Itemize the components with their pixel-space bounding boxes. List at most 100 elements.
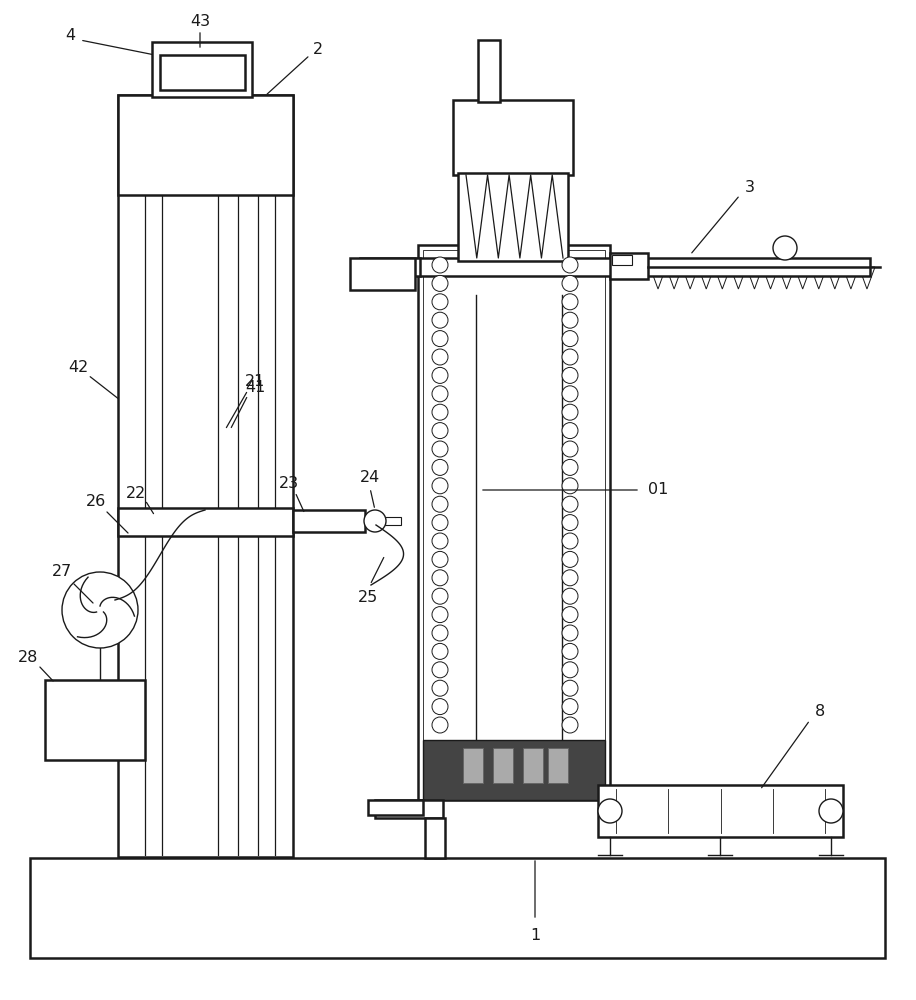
Bar	[418, 258, 870, 276]
Bar	[375, 800, 443, 818]
Circle shape	[432, 588, 448, 604]
Bar	[523, 748, 543, 783]
Circle shape	[432, 331, 448, 347]
Bar	[423, 250, 605, 795]
Circle shape	[562, 662, 578, 678]
Circle shape	[432, 349, 448, 365]
Circle shape	[432, 570, 448, 586]
Circle shape	[562, 570, 578, 586]
Text: 1: 1	[529, 928, 540, 942]
Circle shape	[432, 478, 448, 494]
Circle shape	[562, 441, 578, 457]
Bar	[612, 255, 632, 265]
Bar	[360, 258, 420, 276]
Circle shape	[432, 459, 448, 475]
Circle shape	[562, 423, 578, 439]
Circle shape	[562, 515, 578, 531]
Circle shape	[432, 699, 448, 715]
Circle shape	[562, 625, 578, 641]
Circle shape	[432, 662, 448, 678]
Bar	[160, 55, 245, 90]
Bar	[368, 800, 423, 815]
Circle shape	[562, 349, 578, 365]
Bar	[610, 253, 648, 279]
Circle shape	[562, 643, 578, 659]
Circle shape	[562, 533, 578, 549]
Text: 21: 21	[245, 374, 266, 389]
Text: 22: 22	[125, 486, 147, 500]
Circle shape	[432, 717, 448, 733]
Circle shape	[562, 331, 578, 347]
Bar	[425, 818, 445, 858]
Circle shape	[562, 551, 578, 567]
Bar	[423, 740, 605, 800]
Circle shape	[432, 404, 448, 420]
Circle shape	[432, 643, 448, 659]
Text: 27: 27	[52, 564, 72, 580]
Circle shape	[364, 510, 386, 532]
Circle shape	[562, 459, 578, 475]
Text: 42: 42	[68, 360, 88, 374]
Circle shape	[562, 404, 578, 420]
Circle shape	[432, 680, 448, 696]
Bar	[152, 42, 252, 97]
Circle shape	[819, 799, 843, 823]
Circle shape	[432, 312, 448, 328]
Circle shape	[562, 367, 578, 383]
Bar	[598, 785, 843, 837]
Circle shape	[562, 312, 578, 328]
Circle shape	[432, 423, 448, 439]
Bar	[385, 517, 401, 525]
Bar	[493, 748, 513, 783]
Circle shape	[562, 607, 578, 623]
Text: 28: 28	[17, 650, 38, 664]
Circle shape	[432, 441, 448, 457]
Circle shape	[562, 680, 578, 696]
Bar	[45, 680, 145, 760]
Bar	[118, 95, 293, 857]
Text: 41: 41	[245, 380, 266, 395]
Bar	[453, 100, 573, 175]
Circle shape	[562, 257, 578, 273]
Circle shape	[562, 717, 578, 733]
Circle shape	[432, 551, 448, 567]
Circle shape	[432, 275, 448, 291]
Circle shape	[562, 699, 578, 715]
Bar	[30, 858, 885, 958]
Circle shape	[562, 588, 578, 604]
Text: 4: 4	[65, 27, 75, 42]
Text: 23: 23	[279, 476, 299, 490]
Text: 24: 24	[360, 471, 380, 486]
Text: 01: 01	[648, 483, 668, 497]
Bar	[118, 95, 293, 195]
Circle shape	[562, 386, 578, 402]
Bar	[548, 748, 568, 783]
Bar	[350, 258, 415, 290]
Text: 25: 25	[358, 589, 378, 604]
Circle shape	[432, 257, 448, 273]
Bar	[458, 173, 568, 261]
Bar	[463, 748, 483, 783]
Circle shape	[562, 275, 578, 291]
Circle shape	[773, 236, 797, 260]
Circle shape	[62, 572, 138, 648]
Circle shape	[598, 799, 622, 823]
Circle shape	[432, 386, 448, 402]
Circle shape	[562, 496, 578, 512]
Circle shape	[432, 496, 448, 512]
Text: 3: 3	[745, 180, 755, 196]
Circle shape	[432, 607, 448, 623]
Circle shape	[562, 478, 578, 494]
Circle shape	[432, 515, 448, 531]
Circle shape	[432, 625, 448, 641]
Text: 2: 2	[313, 42, 323, 57]
Bar	[118, 508, 293, 536]
Bar	[293, 510, 365, 532]
Text: 26: 26	[86, 494, 106, 510]
Circle shape	[432, 294, 448, 310]
Bar	[418, 245, 610, 800]
Circle shape	[432, 367, 448, 383]
Text: 43: 43	[190, 14, 210, 29]
Text: 8: 8	[815, 704, 825, 720]
Circle shape	[562, 294, 578, 310]
